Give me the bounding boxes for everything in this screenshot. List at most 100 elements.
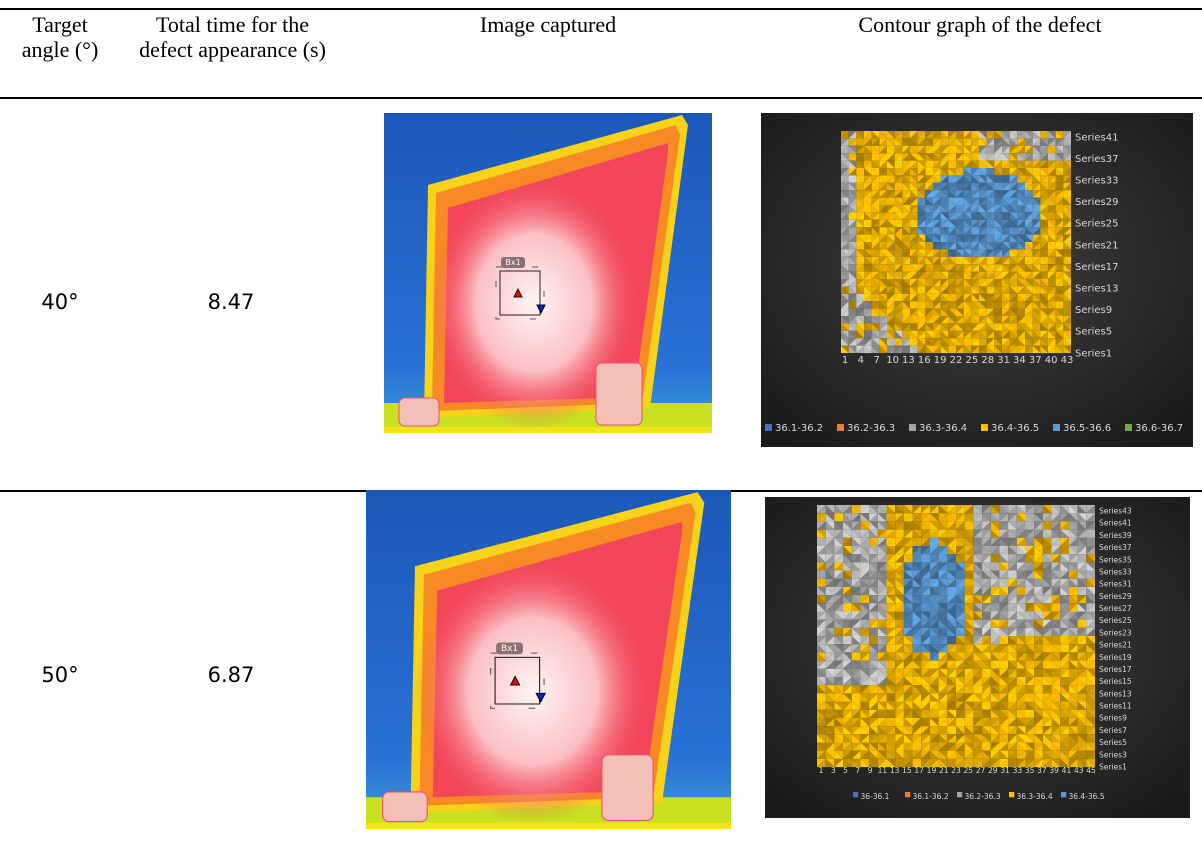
foot: [383, 792, 428, 822]
thermal-image: Bx1: [384, 113, 712, 433]
x-label: 7: [855, 766, 860, 775]
series-label: Series21: [1075, 240, 1118, 251]
series-label: Series37: [1075, 154, 1118, 165]
x-label: 25: [963, 766, 973, 775]
series-label: Series11: [1099, 702, 1132, 711]
top-rule: [0, 8, 1202, 10]
series-label: Series3: [1099, 750, 1127, 759]
foot: [596, 363, 642, 425]
angle-cell: 50°: [0, 663, 130, 687]
series-label: Series23: [1099, 628, 1132, 637]
x-label: 31: [1000, 766, 1010, 775]
x-label: 16: [918, 355, 931, 366]
header-cell: Image captured: [400, 12, 696, 37]
x-label: 22: [950, 355, 963, 366]
series-label: Series5: [1099, 738, 1127, 747]
x-label: 41: [1062, 766, 1072, 775]
x-label: 28: [981, 355, 994, 366]
x-label: 9: [868, 766, 873, 775]
angle-cell: 40°: [0, 290, 130, 314]
header-cell: Total time for the defect appearance (s): [135, 12, 330, 62]
series-label: Series17: [1099, 665, 1132, 674]
floor-edge: [384, 427, 712, 433]
series-label: Series9: [1099, 714, 1127, 723]
x-label: 34: [1013, 355, 1026, 366]
floor-edge: [366, 823, 731, 829]
x-label: 39: [1049, 766, 1059, 775]
header-cell: Contour graph of the defect: [780, 12, 1180, 37]
x-label: 27: [976, 766, 986, 775]
x-label: 1: [842, 355, 848, 366]
contour-graph: Series43 Series41 Series39 Series3 7 Series35…: [765, 497, 1190, 818]
time-cell: 6.87: [161, 663, 301, 687]
x-label: 17: [914, 766, 924, 775]
series-label: Series33: [1099, 567, 1132, 576]
series-label: Series1: [1075, 348, 1112, 359]
series-label: Series7: [1099, 726, 1127, 735]
legend-swatch: [905, 792, 910, 797]
x-label: 45: [1086, 766, 1096, 775]
legend-label: 36.4-36.5: [991, 423, 1039, 434]
x-label: 19: [927, 766, 937, 775]
legend-swatch: [909, 424, 916, 431]
x-label: 37: [1037, 766, 1047, 775]
legend-label: 36.3-36.4: [1017, 792, 1053, 801]
x-label: 11: [878, 766, 888, 775]
series-label: Series25: [1099, 616, 1132, 625]
x-label: 4: [858, 355, 864, 366]
header-rule: [0, 97, 1202, 99]
x-label: 43: [1074, 766, 1084, 775]
legend-label: 36.4-36.5: [1069, 792, 1105, 801]
foot: [602, 755, 653, 821]
legend-label: 36.1-36.2: [775, 423, 823, 434]
x-label: 21: [939, 766, 949, 775]
legend-swatch: [765, 424, 772, 431]
x-label: 10: [886, 355, 899, 366]
x-label: 23: [951, 766, 961, 775]
legend-swatch: [837, 424, 844, 431]
legend-swatch: [1009, 792, 1014, 797]
legend-label: 36.3-36.4: [919, 423, 967, 434]
series-label: Series31: [1099, 580, 1132, 589]
x-label: 7: [874, 355, 880, 366]
x-label: 5: [843, 766, 848, 775]
roi-label: Bx1: [501, 644, 518, 654]
x-label: 3: [831, 766, 836, 775]
legend-label: 36-36.1: [861, 792, 890, 801]
series-label: Series17: [1075, 262, 1118, 273]
legend-label: 36.5-36.6: [1063, 423, 1111, 434]
series-label: Series43: [1099, 507, 1132, 516]
x-label: 1: [819, 766, 824, 775]
legend-label: 36.6-36.7: [1135, 423, 1183, 434]
series-label: Series41: [1099, 519, 1132, 528]
series-label: Series35: [1099, 555, 1132, 564]
roi-label: Bx1: [505, 258, 520, 267]
x-label: 13: [890, 766, 900, 775]
series-label: Series27: [1099, 604, 1132, 613]
x-label: 13: [902, 355, 915, 366]
x-label: 35: [1025, 766, 1035, 775]
series-label: Series29: [1075, 197, 1118, 208]
foot: [399, 398, 439, 426]
series-label: Series13: [1099, 689, 1132, 698]
legend-swatch: [981, 424, 988, 431]
legend-label: 36.1-36.2: [913, 792, 949, 801]
series-label: Series21: [1099, 641, 1132, 650]
x-label: 25: [965, 355, 978, 366]
x-label: 43: [1061, 355, 1074, 366]
series-label: Series41: [1075, 132, 1118, 143]
series-label: Series33: [1075, 176, 1118, 187]
series-label: Series19: [1099, 653, 1132, 662]
series-label: Series29: [1099, 592, 1132, 601]
x-label: 31: [997, 355, 1010, 366]
series-label: Series5: [1075, 327, 1112, 338]
x-label: 37: [1029, 355, 1042, 366]
x-label: 29: [988, 766, 998, 775]
table-page: Target angle (°) Total time for the defe…: [0, 0, 1202, 845]
thermal-image: Bx1: [366, 490, 731, 829]
series-label: Series25: [1075, 219, 1118, 230]
series-label: Series39: [1099, 531, 1132, 540]
series-label: Series13: [1075, 284, 1118, 295]
legend-swatch: [1061, 792, 1066, 797]
legend-swatch: [853, 792, 858, 797]
